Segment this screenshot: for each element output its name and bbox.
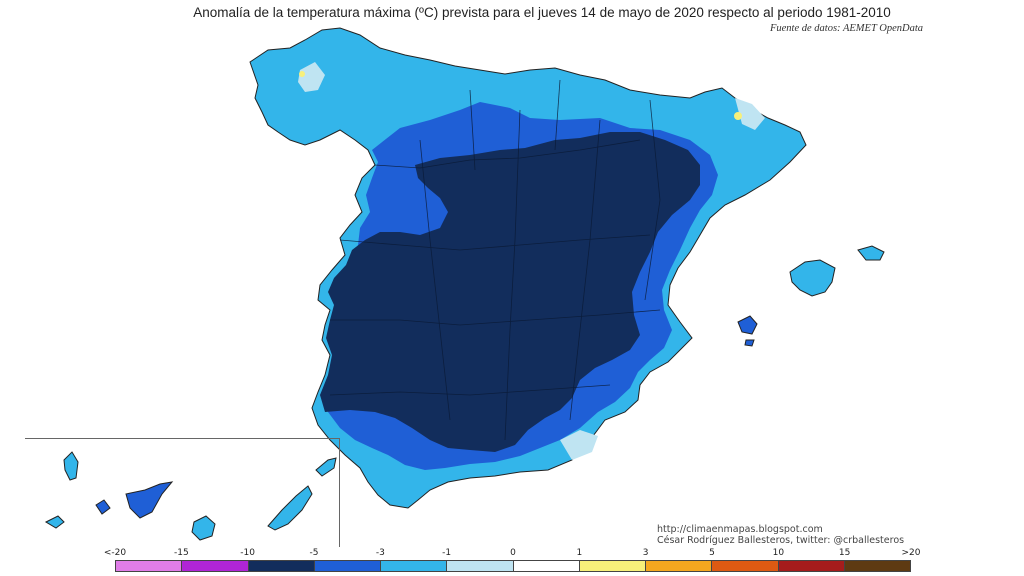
legend-tick-label: 3 [642,548,649,558]
menorca-island [857,245,885,261]
legend-tick-label: 0 [510,548,516,558]
el-hierro-island [44,515,65,529]
legend-swatch [314,561,381,571]
canary-islands-inset-frame [25,438,340,547]
formentera-island [744,339,755,347]
mallorca-island [789,259,836,297]
legend-swatch [116,561,183,571]
gran-canaria-island [191,515,216,541]
legend-tick-label: -3 [375,548,385,558]
tenerife-island [125,481,174,519]
legend-swatch [646,561,713,571]
region-deep-navy [320,132,700,452]
legend-swatch [447,561,514,571]
legend-swatch [778,561,845,571]
legend-swatches [115,560,911,572]
region-pale-northeast [735,98,765,130]
legend-swatch [579,561,646,571]
legend-tick-label: >20 [901,548,921,558]
yellow-spot [299,71,305,77]
legend-swatch [248,561,315,571]
credits-author: César Rodríguez Ballesteros, twitter: @c… [657,535,905,546]
la-palma-island [63,451,79,481]
legend-ticks: <-20 -15 -10 -5 -3 -1 0 1 3 5 10 15 >20 [104,548,921,560]
legend-tick-label: 5 [709,548,715,558]
color-legend: <-20 -15 -10 -5 -3 -1 0 1 3 5 10 15 >20 [104,548,921,574]
ibiza-island [737,315,758,335]
legend-swatch [712,561,779,571]
credits: http://climaenmapas.blogspot.com César R… [657,524,904,546]
legend-swatch [182,561,249,571]
legend-tick-label: <-20 [103,548,127,558]
province-borders [329,79,661,441]
la-gomera-island [95,499,111,515]
legend-tick-label: -1 [442,548,452,558]
legend-swatch [844,561,910,571]
yellow-spot [734,112,742,120]
legend-swatch [513,561,580,571]
legend-tick-label: -10 [240,548,256,558]
legend-tick-label: 10 [772,548,785,558]
legend-tick-label: -5 [309,548,319,558]
lanzarote-island [315,457,337,477]
region-pale-southeast [560,430,598,460]
legend-swatch [381,561,448,571]
fuerteventura-island [267,485,313,531]
legend-tick-label: 15 [838,548,851,558]
map-title: Anomalía de la temperatura máxima (ºC) p… [193,5,891,20]
data-source-note: Fuente de datos: AEMET OpenData [769,23,923,34]
legend-tick-label: 1 [576,548,583,558]
region-pale-north [298,62,325,92]
legend-tick-label: -15 [173,548,189,558]
credits-url: http://climaenmapas.blogspot.com [657,524,823,535]
